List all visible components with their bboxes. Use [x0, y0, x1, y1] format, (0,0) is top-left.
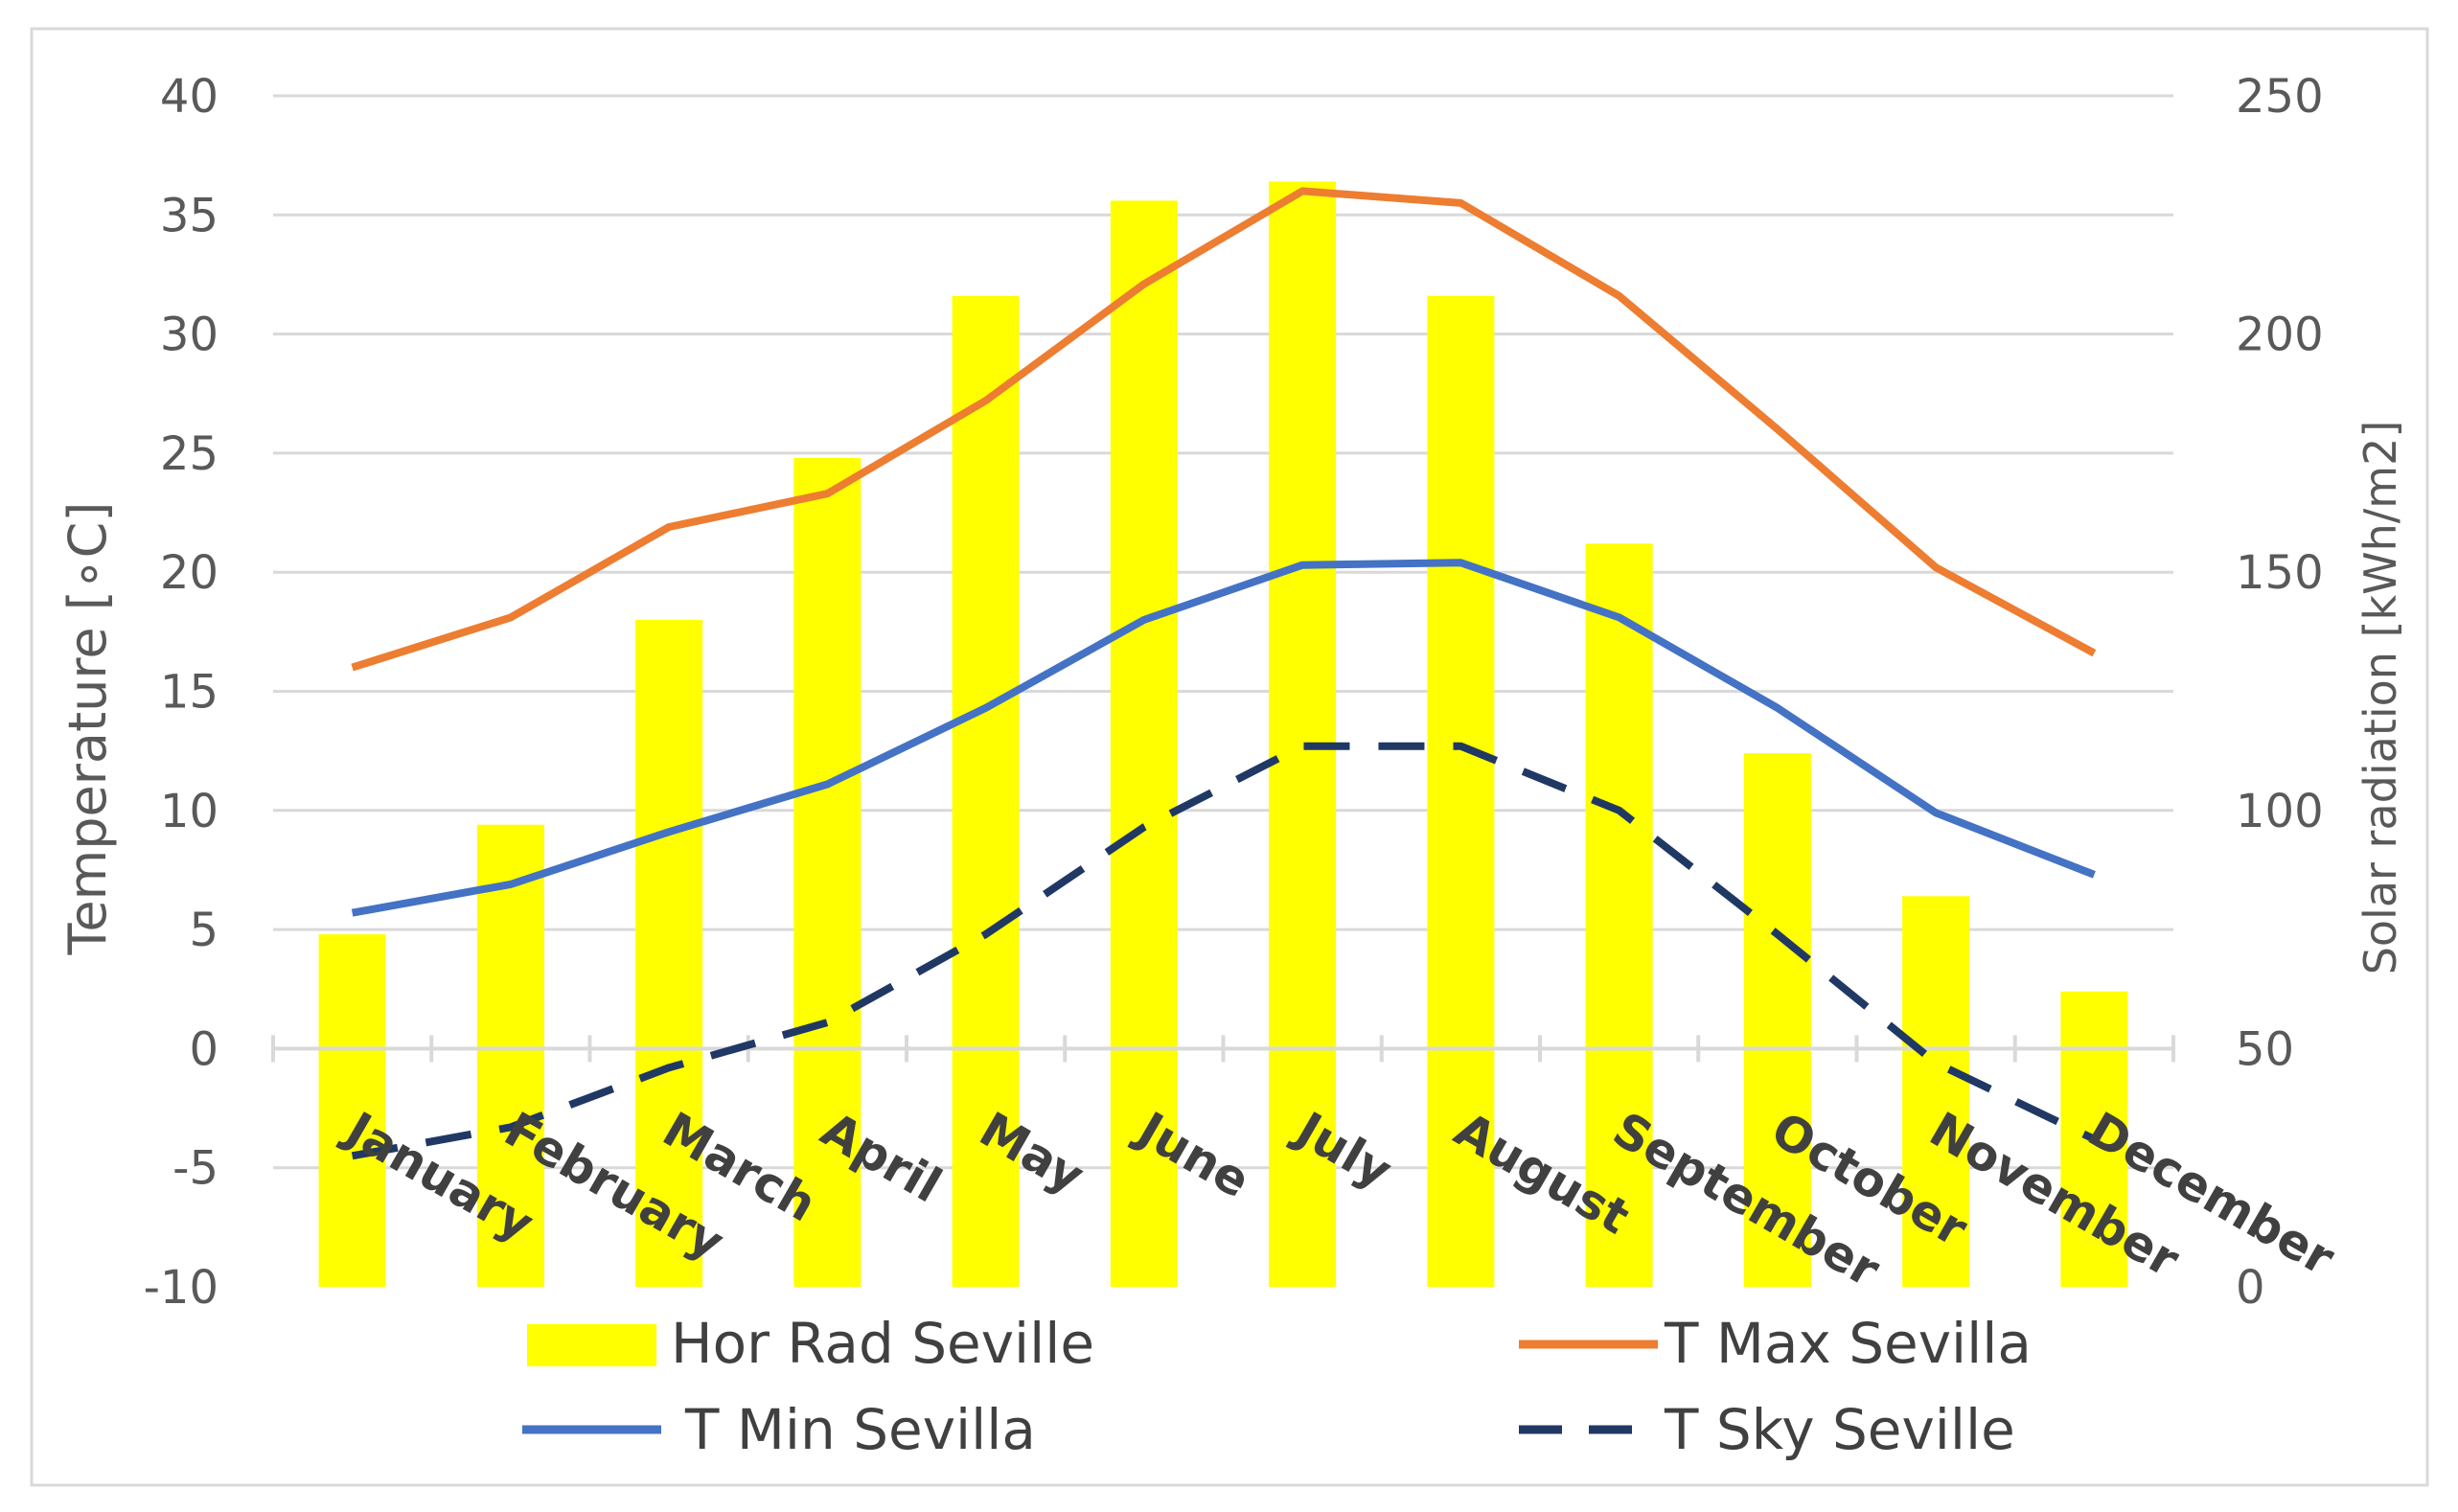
right-axis-title: Solar radiation [kWh/m2] — [2355, 421, 2406, 975]
temperature-lines — [351, 187, 2097, 1160]
bar-august — [1427, 295, 1495, 1288]
left-tick-label: 20 — [160, 546, 218, 600]
legend: Hor Rad Seville T Max Sevilla T Min Sevi… — [522, 1311, 2032, 1462]
left-tick-label: 5 — [189, 904, 218, 957]
right-axis-ticks: 0 50 100 150 200 250 — [2236, 70, 2324, 1315]
line-t-max-sevilla — [351, 187, 2097, 672]
left-tick-label: 35 — [160, 189, 218, 242]
category-axis — [271, 1035, 2175, 1063]
legend-label-t-sky: T Sky Seville — [1664, 1397, 2015, 1462]
left-tick-label: 15 — [160, 666, 218, 720]
legend-swatch-hor-rad — [527, 1324, 656, 1366]
line-t-sky-seville — [351, 742, 2097, 1160]
right-tick-label: 0 — [2236, 1261, 2265, 1315]
bar-april — [793, 457, 861, 1287]
left-tick-label: 25 — [160, 427, 218, 481]
right-tick-label: 250 — [2236, 70, 2324, 124]
right-tick-label: 150 — [2236, 546, 2324, 600]
bar-march — [635, 619, 703, 1287]
legend-label-t-max: T Max Sevilla — [1664, 1311, 2032, 1376]
left-tick-label: -10 — [144, 1261, 218, 1315]
bar-january — [318, 934, 386, 1287]
right-tick-label: 50 — [2236, 1022, 2294, 1076]
legend-label-t-min: T Min Sevilla — [684, 1397, 1036, 1462]
left-tick-label: 40 — [160, 70, 218, 124]
bars-hor-rad — [318, 181, 2128, 1288]
left-tick-label: 0 — [189, 1022, 218, 1076]
right-tick-label: 200 — [2236, 309, 2324, 362]
bar-october — [1743, 753, 1811, 1287]
gridlines — [273, 94, 2173, 1170]
bar-may — [952, 295, 1020, 1288]
bar-june — [1110, 200, 1178, 1287]
bar-february — [476, 824, 544, 1287]
left-axis-ticks: -10 -5 0 5 10 15 20 25 30 35 40 — [144, 70, 218, 1315]
right-tick-label: 100 — [2236, 785, 2324, 838]
legend-label-hor-rad: Hor Rad Seville — [671, 1311, 1094, 1376]
left-tick-label: -5 — [172, 1142, 218, 1196]
chart-border — [30, 27, 2429, 1487]
left-tick-label: 10 — [160, 785, 218, 838]
left-tick-label: 30 — [160, 309, 218, 362]
bar-september — [1585, 543, 1653, 1287]
line-t-min-sevilla — [351, 559, 2096, 917]
bar-july — [1269, 181, 1337, 1288]
bar-november — [1902, 896, 1970, 1287]
left-axis-title: Temperature [∘C] — [57, 502, 118, 956]
